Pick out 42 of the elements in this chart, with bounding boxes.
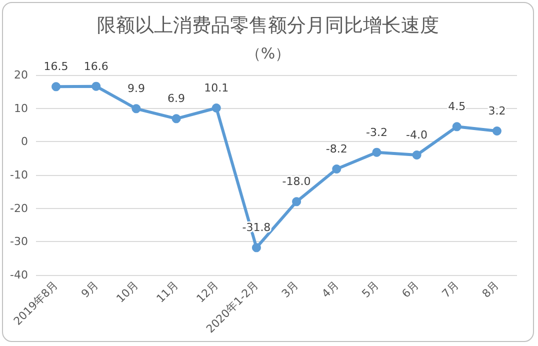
x-tick-label: 5月: [359, 278, 382, 300]
point: [172, 114, 181, 124]
x-tick-label: 11月: [154, 278, 181, 306]
x-tick-label: 8月: [480, 278, 502, 300]
data-label: 16.6: [84, 60, 108, 73]
point: [212, 104, 221, 112]
point: [52, 82, 61, 92]
point: [292, 197, 302, 206]
y-tick-label: -10: [10, 168, 28, 182]
x-tick-label: 9月: [78, 278, 101, 300]
x-tick-label: 4月: [319, 278, 342, 300]
point: [372, 148, 382, 157]
x-tick-label: 7月: [440, 278, 462, 300]
data-label: 16.5: [44, 60, 68, 74]
y-tick-label: -40: [10, 268, 28, 282]
y-tick-label: 0: [21, 135, 28, 148]
y-tick-label: 20: [14, 68, 28, 82]
point: [412, 150, 422, 160]
x-tick-label: 10月: [114, 278, 141, 306]
data-label: -18.0: [282, 175, 311, 188]
chart-title: 限额以上消费品零售额分月同比增长速度: [97, 14, 439, 36]
y-tick-label: -20: [10, 202, 28, 215]
point: [332, 164, 342, 174]
point: [252, 243, 261, 252]
data-label: -4.0: [406, 128, 428, 142]
point: [132, 104, 141, 114]
point: [92, 82, 101, 91]
data-label: 3.2: [488, 104, 506, 118]
data-label: -8.2: [326, 142, 348, 156]
x-tick-label: 12月: [194, 278, 221, 306]
x-tick-label: 3月: [279, 278, 302, 300]
y-tick-label: -30: [10, 235, 28, 248]
y-tick-label: 10: [14, 102, 28, 115]
x-tick-label: 6月: [399, 278, 422, 300]
point: [452, 122, 462, 132]
data-label: 4.5: [448, 100, 466, 114]
data-label: 10.1: [204, 82, 229, 94]
data-label: 9.9: [127, 82, 145, 96]
chart-subtitle: （%）: [246, 44, 290, 62]
data-label: 6.9: [168, 92, 186, 106]
point: [492, 126, 502, 136]
data-label: -3.2: [366, 126, 388, 139]
